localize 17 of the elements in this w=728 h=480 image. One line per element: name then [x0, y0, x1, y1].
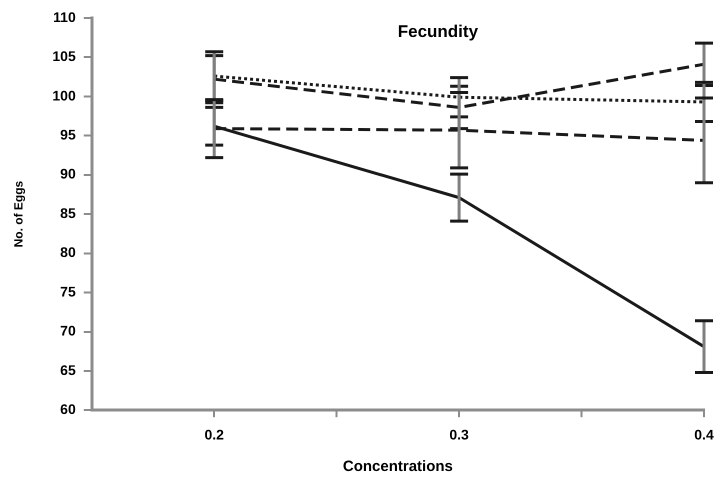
chart-title: Fecundity [398, 22, 479, 42]
y-tick-label: 65 [60, 362, 76, 378]
y-tick-label: 105 [52, 48, 76, 64]
x-tick-label: 0.2 [204, 426, 224, 442]
x-tick-label: 0.3 [449, 426, 470, 442]
x-tick-label: 0.4 [694, 426, 714, 442]
y-tick-label: 60 [60, 401, 76, 418]
y-tick-label: 110 [53, 8, 76, 25]
y-tick-label: 90 [60, 166, 76, 182]
x-axis-title: Concentrations [342, 458, 453, 476]
y-tick-label: 95 [60, 126, 76, 143]
y-tick-label: 85 [60, 204, 76, 221]
y-tick-label: 75 [60, 283, 76, 300]
y-tick-label: 70 [60, 322, 76, 339]
y-tick-label: 80 [60, 244, 76, 260]
y-tick-label: 100 [52, 87, 76, 104]
y-axis-title: No. of Eggs [12, 180, 26, 248]
